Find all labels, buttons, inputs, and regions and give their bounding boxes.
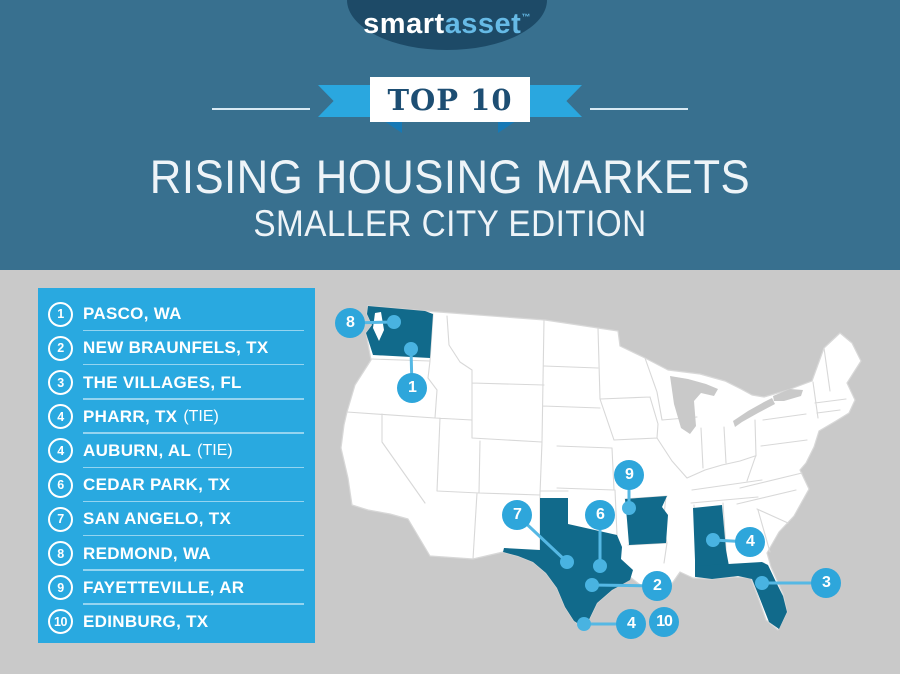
rank-badge: 8 [48, 541, 73, 567]
map-marker-7: 7 [502, 500, 532, 530]
rank-badge: 7 [48, 506, 73, 532]
city-label: SAN ANGELO, TX [83, 509, 232, 529]
trademark-symbol: ™ [521, 12, 531, 22]
rank-badge: 9 [48, 575, 73, 601]
top10-ribbon-label: TOP 10 [370, 77, 530, 122]
city-label: NEW BRAUNFELS, TX [83, 338, 269, 358]
map-marker-1: 1 [397, 373, 427, 403]
ranking-list: 1 PASCO, WA 2 NEW BRAUNFELS, TX 3 THE VI… [38, 288, 315, 643]
ribbon-line-left [212, 108, 310, 110]
list-item-1: 1 PASCO, WA [38, 297, 315, 332]
city-label: THE VILLAGES, FL [83, 372, 242, 392]
header-band: smartasset™ TOP 10 RISING HOUSING MARKET… [0, 0, 900, 270]
smartasset-logo: smartasset™ [347, 0, 547, 50]
logo-text: smartasset™ [347, 8, 547, 40]
page-subtitle: SMALLER CITY EDITION [253, 203, 647, 244]
us-map [340, 305, 862, 631]
tie-label: (TIE) [197, 441, 233, 459]
map-marker-4-tx: 4 [616, 609, 646, 639]
ribbon-wing-right [522, 85, 582, 117]
marker-dots [387, 315, 769, 631]
rank-badge: 3 [48, 370, 73, 395]
list-item-7: 7 SAN ANGELO, TX [38, 502, 315, 537]
list-item-10: 10 EDINBURG, TX [38, 605, 315, 639]
ribbon-wing-left [318, 85, 378, 117]
logo-text-smart: smart [363, 8, 445, 40]
page-title: RISING HOUSING MARKETS [149, 150, 751, 203]
puget-sound [373, 312, 384, 341]
rank-badge: 10 [48, 609, 73, 635]
map-marker-4-al: 4 [735, 527, 765, 557]
list-item-5: 4 AUBURN, AL (TIE) [38, 434, 315, 469]
rank-badge: 4 [48, 404, 73, 430]
map-marker-8: 8 [335, 308, 365, 338]
tie-label: (TIE) [183, 407, 219, 425]
rank-badge: 1 [48, 301, 73, 327]
map-marker-2: 2 [642, 571, 672, 601]
great-lakes [670, 376, 803, 434]
map-marker-6: 6 [585, 500, 615, 530]
list-item-3: 3 THE VILLAGES, FL [38, 365, 315, 400]
city-label: EDINBURG, TX [83, 611, 209, 631]
rank-badge: 4 [48, 438, 73, 464]
ribbon-line-right [590, 108, 688, 110]
us-landmass [340, 305, 862, 631]
list-item-8: 8 REDMOND, WA [38, 536, 315, 571]
list-item-9: 9 FAYETTEVILLE, AR [38, 571, 315, 606]
city-label: PHARR, TX [83, 406, 178, 426]
city-label: FAYETTEVILLE, AR [83, 577, 245, 597]
city-label: AUBURN, AL [83, 440, 192, 460]
map-area: 8 1 9 7 6 2 4 3 4 10 [335, 282, 895, 674]
city-label: PASCO, WA [83, 304, 182, 324]
map-marker-10: 10 [649, 607, 679, 637]
list-item-2: 2 NEW BRAUNFELS, TX [38, 331, 315, 366]
list-item-4: 4 PHARR, TX (TIE) [38, 400, 315, 435]
list-item-6: 6 CEDAR PARK, TX [38, 468, 315, 503]
logo-text-asset: asset [444, 8, 522, 40]
map-marker-9: 9 [614, 460, 644, 490]
rank-badge: 2 [48, 335, 73, 361]
rank-badge: 6 [48, 472, 73, 498]
city-label: REDMOND, WA [83, 543, 211, 563]
map-marker-3: 3 [811, 568, 841, 598]
city-label: CEDAR PARK, TX [83, 475, 231, 495]
